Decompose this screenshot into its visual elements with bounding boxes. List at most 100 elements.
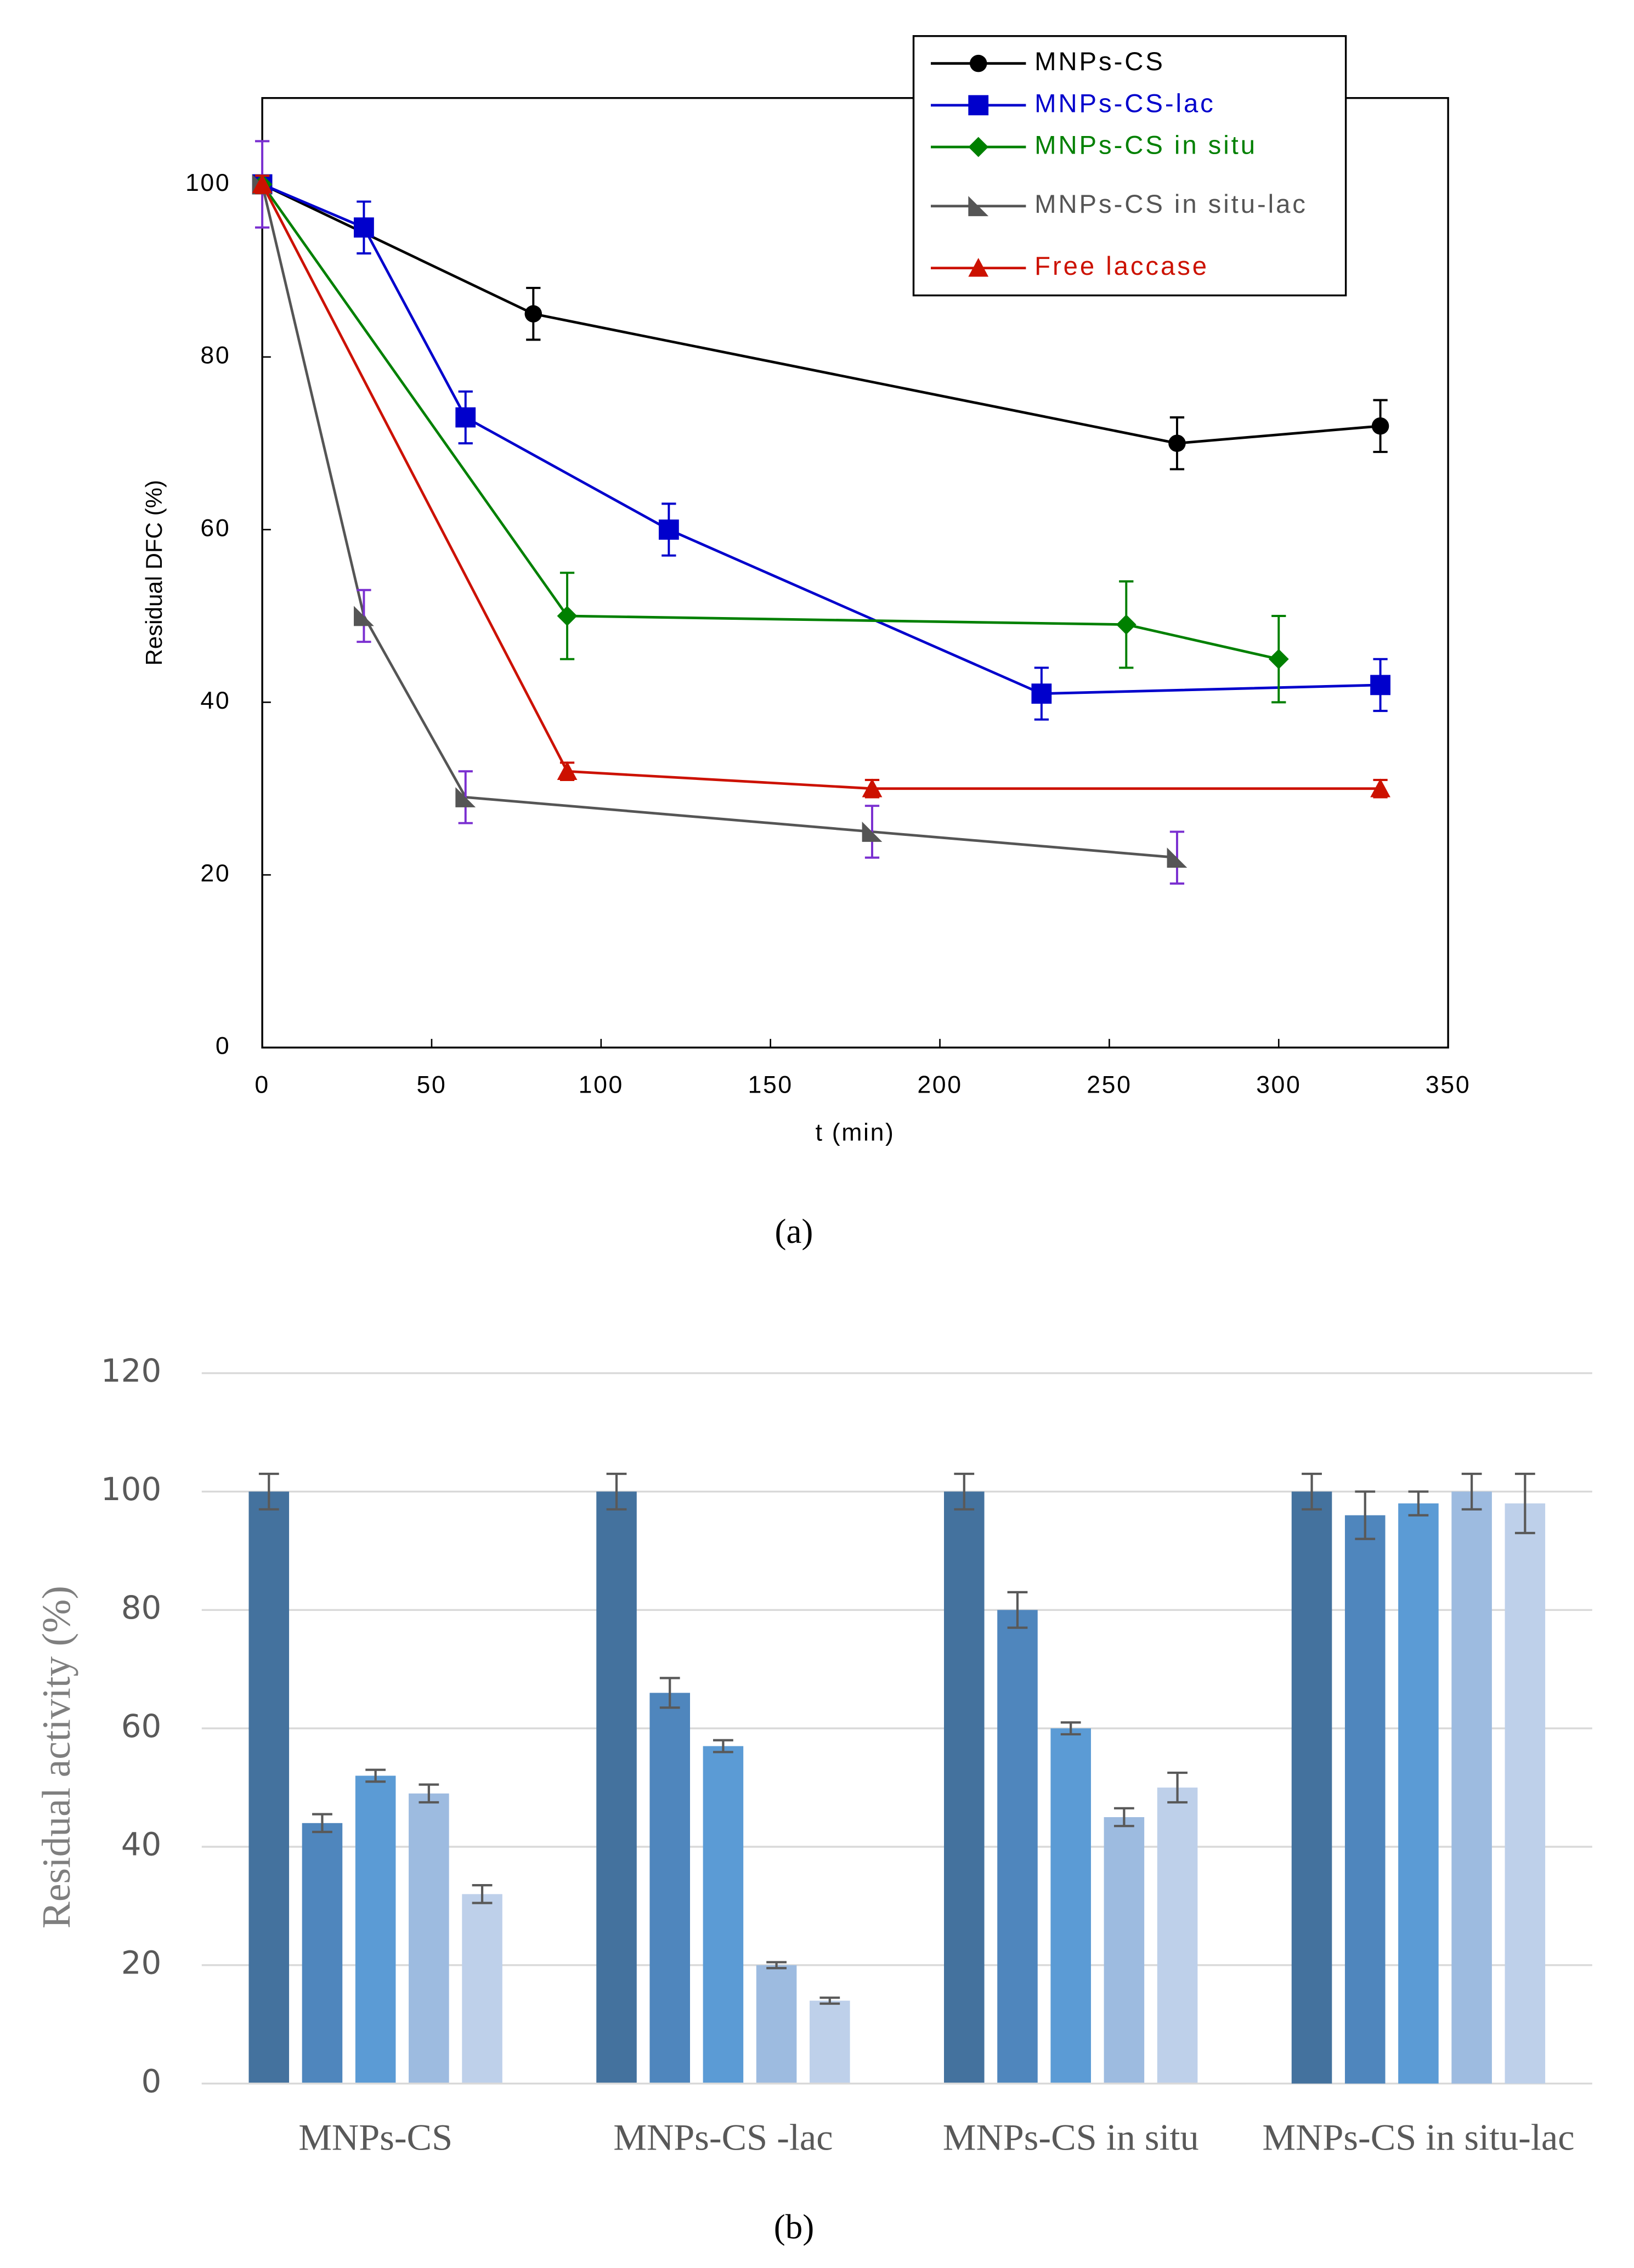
bar xyxy=(248,1491,290,2084)
marker xyxy=(1370,675,1390,695)
error-bar xyxy=(954,1472,975,1511)
error-bar xyxy=(1169,830,1185,885)
error-bar xyxy=(713,1739,733,1754)
legend-label: MNPs-CS in situ-lac xyxy=(1034,190,1308,219)
y-tick-label: 20 xyxy=(121,1944,162,1981)
x-axis-label: t (min) xyxy=(816,1119,895,1146)
caption: (a) xyxy=(774,1212,813,1251)
marker xyxy=(1116,614,1137,635)
error-bar xyxy=(659,1677,680,1709)
error-bar xyxy=(606,1472,627,1511)
error-bar xyxy=(1060,1721,1081,1736)
error-bar xyxy=(258,1472,279,1511)
marker xyxy=(968,95,989,116)
bar xyxy=(355,1775,396,2084)
bar xyxy=(1050,1728,1091,2084)
bar xyxy=(703,1746,744,2084)
marker xyxy=(968,196,989,217)
error-bar xyxy=(1355,1490,1376,1540)
y-axis-label: Residual activity (%) xyxy=(33,1586,78,1928)
error-bar xyxy=(365,1768,386,1783)
bar xyxy=(756,1965,797,2084)
error-bar xyxy=(458,770,473,824)
bar xyxy=(1344,1515,1386,2084)
bar xyxy=(1398,1503,1439,2084)
error-bar xyxy=(1007,1591,1028,1629)
bar xyxy=(997,1610,1038,2084)
bar xyxy=(1104,1817,1145,2084)
x-tick-label: 50 xyxy=(417,1072,447,1099)
bar xyxy=(944,1491,985,2084)
error-bar xyxy=(1461,1472,1482,1511)
marker xyxy=(1370,778,1390,798)
x-tick-label: 150 xyxy=(748,1072,793,1099)
bar xyxy=(596,1491,637,2084)
x-tick-label: 250 xyxy=(1087,1072,1132,1099)
error-bar xyxy=(357,589,371,643)
y-tick-label: 120 xyxy=(101,1352,161,1389)
series-line xyxy=(262,183,1381,695)
marker xyxy=(969,54,987,72)
legend-label: MNPs-CS-lac xyxy=(1034,89,1215,118)
bar xyxy=(409,1793,449,2084)
y-tick-label: 40 xyxy=(121,1826,162,1863)
error-bar xyxy=(1408,1490,1429,1517)
y-tick-label: 100 xyxy=(101,1470,161,1508)
marker xyxy=(1031,683,1052,704)
x-tick-label: MNPs-CS in situ-lac xyxy=(1262,2116,1574,2158)
error-bar xyxy=(1302,1472,1322,1511)
x-tick-label: MNPs-CS xyxy=(298,2116,453,2158)
marker xyxy=(252,174,273,193)
marker xyxy=(658,519,679,540)
marker xyxy=(862,822,883,842)
error-bar xyxy=(1514,1472,1535,1535)
y-tick-label: 80 xyxy=(200,342,230,369)
y-tick-label: 60 xyxy=(121,1707,162,1745)
series-line xyxy=(262,183,1381,445)
marker xyxy=(1167,847,1188,868)
error-bar xyxy=(819,1996,840,2005)
marker xyxy=(455,407,476,428)
bar xyxy=(1505,1503,1546,2084)
x-tick-label: 200 xyxy=(917,1072,962,1099)
bar xyxy=(1291,1491,1332,2084)
legend-label: Free laccase xyxy=(1034,252,1209,281)
x-tick-label: 100 xyxy=(579,1072,624,1099)
bar xyxy=(1451,1491,1492,2084)
marker xyxy=(862,778,883,798)
error-bar xyxy=(419,1783,439,1804)
y-tick-label: 40 xyxy=(200,687,230,714)
bar xyxy=(810,2000,850,2084)
bar xyxy=(649,1693,690,2084)
bar xyxy=(1157,1788,1198,2084)
error-bar xyxy=(1167,1771,1188,1804)
x-tick-label: 350 xyxy=(1426,1072,1471,1099)
y-tick-label: 100 xyxy=(185,169,230,196)
series-line xyxy=(261,183,1381,790)
legend-label: MNPs-CS xyxy=(1034,47,1165,76)
legend-label: MNPs-CS in situ xyxy=(1034,131,1257,160)
x-tick-label: MNPs-CS in situ xyxy=(943,2116,1199,2158)
error-bar xyxy=(472,1884,493,1904)
bar xyxy=(302,1823,343,2084)
marker xyxy=(968,258,989,277)
marker xyxy=(455,787,476,807)
y-axis-label: Residual DFC (%) xyxy=(141,480,167,666)
x-tick-label: MNPs-CS -lac xyxy=(613,2116,833,2158)
caption: (b) xyxy=(774,2208,814,2246)
bar xyxy=(462,1894,502,2084)
series-line xyxy=(261,183,1279,660)
y-tick-label: 60 xyxy=(200,514,230,541)
marker xyxy=(557,761,578,780)
marker xyxy=(524,305,542,323)
legend-box xyxy=(912,35,1347,297)
marker xyxy=(1268,649,1289,670)
plot-frame xyxy=(261,97,1449,1049)
marker xyxy=(354,217,374,238)
marker xyxy=(1371,417,1389,435)
marker xyxy=(1168,434,1186,452)
marker xyxy=(557,606,578,626)
x-tick-label: 0 xyxy=(255,1072,269,1099)
